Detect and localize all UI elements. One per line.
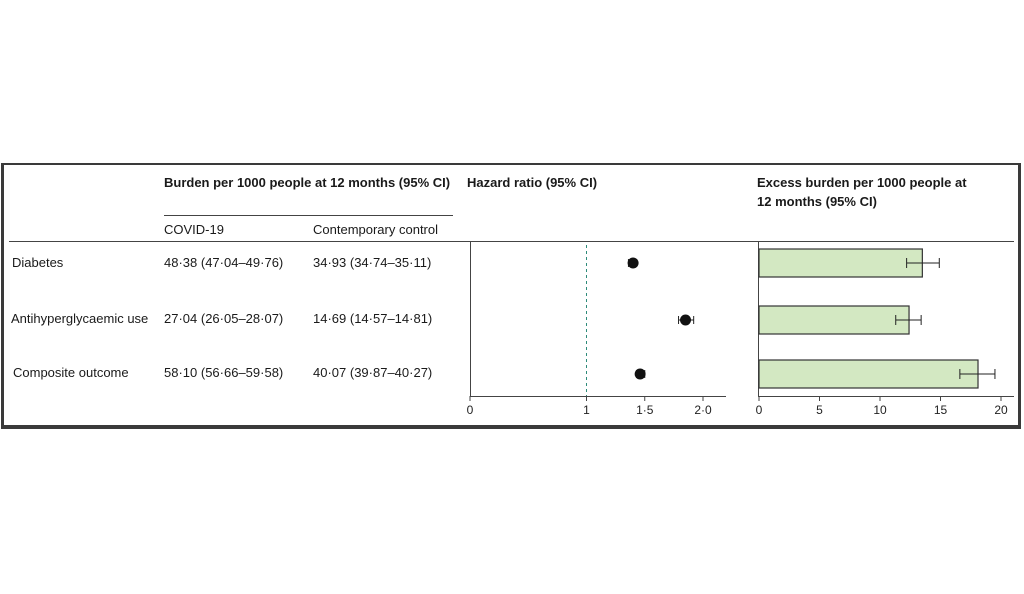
burden-header: Burden per 1000 people at 12 months (95%…	[164, 175, 451, 190]
hr-tick-label-1-5: 1·5	[636, 403, 654, 417]
excess-burden-title-line2: 12 months (95% CI)	[757, 194, 877, 209]
row-covid-composite: 58·10 (56·66–59·58)	[164, 365, 284, 380]
eb-bar-diabetes	[758, 248, 923, 278]
hazard-ratio-title: Hazard ratio (95% CI)	[467, 175, 598, 190]
figure-panel: Burden per 1000 people at 12 months (95%…	[1, 163, 1021, 429]
hr-point-composite-outcome	[634, 368, 646, 380]
eb-tick-label-5: 5	[816, 403, 823, 417]
row-covid-diabetes: 48·38 (47·04–49·76)	[164, 255, 284, 270]
eb-tick-label-20: 20	[994, 403, 1008, 417]
row-label-composite: Composite outcome	[13, 365, 129, 380]
row-control-diabetes: 34·93 (34·74–35·11)	[313, 255, 432, 270]
excess-burden-title-line1: Excess burden per 1000 people at	[757, 175, 967, 190]
col-control-header: Contemporary control	[313, 222, 438, 237]
eb-tick-label-0: 0	[756, 403, 763, 417]
eb-bar-antihyperglycaemic-use	[758, 305, 910, 335]
hazard-ratio-plot: 0 1 1·5 2·0	[467, 241, 726, 417]
row-label-diabetes: Diabetes	[12, 255, 64, 270]
row-control-composite: 40·07 (39·87–40·27)	[313, 365, 433, 380]
excess-burden-plot: 0 5 10 15 20	[756, 241, 1014, 417]
col-covid-header: COVID-19	[164, 222, 224, 237]
figure-graphics: 0 1 1·5 2·0 0 5 10 15 20	[9, 215, 1014, 417]
hr-point-antihyperglycaemic-use	[680, 314, 692, 326]
row-label-antihyperglycaemic: Antihyperglycaemic use	[11, 311, 149, 326]
hr-point-diabetes	[627, 257, 639, 269]
hr-tick-label-1: 1	[583, 403, 590, 417]
eb-bar-composite-outcome	[758, 359, 979, 389]
row-covid-antihyperglycaemic: 27·04 (26·05–28·07)	[164, 311, 284, 326]
hr-tick-label-2-0: 2·0	[694, 403, 712, 417]
hr-tick-label-0: 0	[467, 403, 474, 417]
row-control-antihyperglycaemic: 14·69 (14·57–14·81)	[313, 311, 433, 326]
eb-tick-label-15: 15	[934, 403, 948, 417]
eb-tick-label-10: 10	[873, 403, 887, 417]
